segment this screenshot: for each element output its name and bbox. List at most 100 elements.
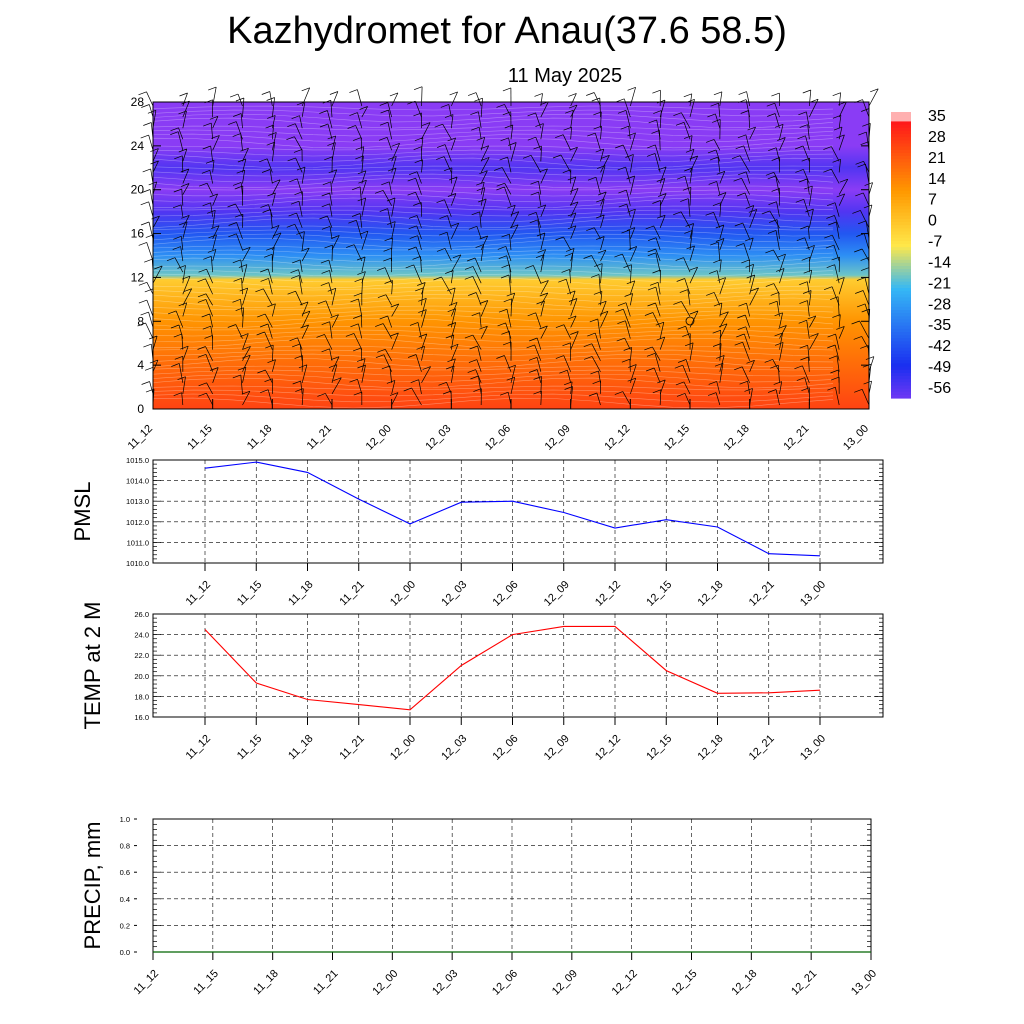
wind-barb-staff [681,301,691,317]
contour-line [152,233,834,243]
wind-barb-flag [558,278,567,283]
wind-barb-staff [622,144,631,162]
colorbar-segment [891,146,911,151]
wind-barb-flag [266,97,275,101]
contour-line [152,373,834,383]
wind-barb-staff [716,381,721,395]
x-tick-label: 13_00 [841,423,871,453]
wind-barb-staff [540,232,546,251]
wind-barb-staff [716,270,721,284]
wind-barb-staff [331,356,340,372]
y-tick-label: 0.6 [120,868,130,877]
wind-barb-flag [375,354,385,359]
wind-barb-flag [530,180,539,185]
wind-barb-staff [808,186,813,206]
wind-barb-staff [569,269,572,284]
wind-barb-flag [675,381,685,386]
wind-barb-flag [443,167,453,172]
wind-barb-flag [464,275,473,280]
wind-barb-staff [653,225,661,240]
wind-barb-staff [475,369,482,383]
wind-barb-flag [440,104,449,108]
wind-barb-flag [351,186,361,191]
wind-barb-staff [212,367,219,383]
wind-barb-staff [146,242,154,262]
wind-barb-flag [738,91,747,95]
wind-barb-staff [480,170,488,184]
contour-line [152,297,834,309]
wind-barb-flag [799,124,808,128]
wind-barb-staff [180,204,184,217]
wind-barb-flag [354,278,363,283]
wind-barb-staff [687,289,691,306]
wind-barb-staff [331,364,338,383]
wind-barb-staff [682,365,691,383]
wind-barb-flag [647,252,656,257]
wind-barb-staff [861,336,870,350]
contour-line [152,393,834,403]
wind-barb-staff [182,100,190,118]
wind-barb-flag [684,167,693,172]
wind-barb-staff [834,264,840,284]
colorbar-segment [891,385,911,390]
wind-barb-staff [510,211,520,228]
wind-barb-staff [630,227,636,240]
wind-barb-flag [529,219,538,224]
wind-barb-staff [264,313,273,328]
wind-barb-flag [777,253,786,258]
wind-barb-flag [794,365,803,370]
x-tick-label: 11_18 [251,968,281,998]
wind-barb-flag [180,168,189,173]
contour-line [152,165,834,171]
colorbar-segment [891,215,911,220]
wind-barb-staff [570,93,577,107]
contour-line [152,353,834,363]
wind-barb-staff [741,178,750,195]
wind-barb-flag [416,345,425,350]
wind-barb-flag [377,294,387,299]
wind-barb-staff [212,234,217,251]
wind-barb-flag [740,110,749,114]
wind-barb-flag [851,320,860,325]
wind-barb-flag [319,123,329,128]
wind-barb-staff [152,335,158,350]
wind-barb-flag [347,125,356,129]
wind-barb-staff [863,233,870,251]
wind-barb-staff [654,353,661,372]
wind-barb-staff [719,202,722,217]
x-tick-label: 13_00 [849,968,879,998]
wind-barb-flag [534,93,543,97]
wind-barb-staff [387,122,393,140]
wind-barb-staff [719,91,723,107]
wind-barb-staff [655,252,661,273]
wind-barb-staff [175,310,184,328]
wind-barb-flag [767,175,776,180]
wind-barb-staff [746,91,751,107]
colorbar-segment [891,269,911,273]
wind-barb-staff [654,153,661,173]
wind-barb-flag [479,325,488,330]
wind-barb-staff [683,122,691,140]
wind-barb-flag [647,248,656,253]
wind-barb-flag [464,334,474,339]
wind-barb-staff [182,376,186,394]
wind-barb-staff [181,392,184,406]
wind-barb-flag [320,259,330,264]
contour-line [152,237,834,249]
wind-barb-staff [480,326,488,339]
wind-barb-staff [540,292,549,306]
wind-barb-flag [381,365,390,370]
wind-barb-flag [387,167,397,172]
wind-barb-staff [205,293,213,306]
wind-barb-staff [450,365,455,383]
wind-barb-flag [537,249,546,253]
colorbar-segment [891,256,911,261]
wind-barb-staff [600,191,607,206]
wind-barb-flag [591,97,600,102]
wind-barb-flag [414,137,424,142]
contour-line [152,313,834,323]
wind-barb-flag [768,147,777,152]
wind-barb-staff [835,387,840,406]
wind-barb-flag [409,322,419,326]
wind-barb-staff [570,104,578,118]
